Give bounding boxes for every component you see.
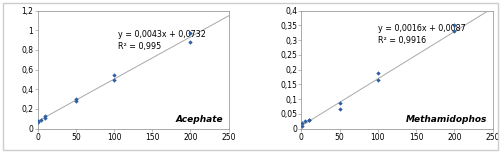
Point [374,71,382,74]
Point [374,79,382,81]
Point [336,108,344,111]
Point [336,101,344,104]
Text: Acephate: Acephate [176,115,223,124]
Point [298,124,306,127]
Point [186,32,194,35]
Text: y = 0,0016x + 0,0087
R² = 0,9916: y = 0,0016x + 0,0087 R² = 0,9916 [378,24,466,45]
Point [41,115,49,117]
Point [34,120,42,123]
Point [305,118,313,121]
Point [34,119,42,122]
Point [298,121,306,124]
Point [72,98,80,100]
Point [41,116,49,119]
Point [305,118,313,121]
Point [72,100,80,102]
Point [186,41,194,43]
Text: Methamidophos: Methamidophos [406,115,487,124]
Point [301,120,309,122]
Text: y = 0,0043x + 0,0732
R² = 0,995: y = 0,0043x + 0,0732 R² = 0,995 [118,30,206,51]
Point [450,24,458,27]
Point [450,30,458,33]
Point [110,73,118,76]
Point [110,79,118,82]
Point [38,118,46,121]
